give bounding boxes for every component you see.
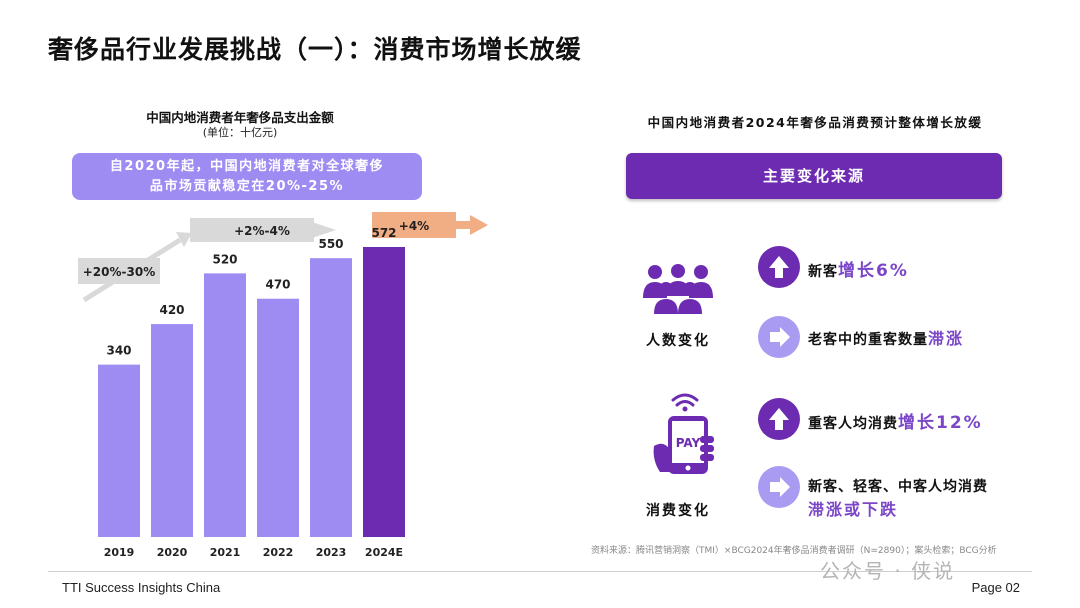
- chart-title: 中国内地消费者年奢侈品支出金额: [146, 110, 334, 125]
- bar-2021: [204, 273, 246, 537]
- growth-arrow-1: +20%-30%: [78, 232, 192, 303]
- bar-2024E: [363, 247, 405, 537]
- value-label-2024E: 572: [371, 226, 396, 240]
- bar-2019: [98, 364, 140, 537]
- pay-text: PAY: [676, 436, 701, 450]
- category-label-2024E: 2024E: [365, 546, 403, 559]
- growth-label-2: +2%-4%: [234, 224, 290, 238]
- value-label-2019: 340: [106, 344, 131, 358]
- category-label-2019: 2019: [104, 546, 135, 559]
- people-group-icon: [640, 262, 716, 320]
- growth-arrow-2: +2%-4%: [190, 218, 336, 242]
- change-source-banner: 主要变化来源: [626, 153, 1002, 199]
- callout-box: 自2020年起，中国内地消费者对全球奢侈 品市场贡献稳定在20%-25%: [72, 153, 422, 200]
- spend-item-2: 新客、轻客、中客人均消费 滞涨或下跌: [808, 479, 988, 519]
- spend-item-1-highlight: 增长12%: [898, 413, 983, 433]
- people-item-2-highlight: 滞涨: [928, 329, 965, 348]
- footer-company: TTI Success Insights China: [62, 580, 221, 595]
- bar-2023: [310, 258, 352, 537]
- callout-line-1: 自2020年起，中国内地消费者对全球奢侈: [109, 159, 385, 174]
- growth-label-3: +4%: [399, 219, 429, 233]
- growth-label-1: +20%-30%: [83, 265, 155, 279]
- right-title: 中国内地消费者2024年奢侈品消费预计整体增长放缓: [647, 115, 983, 130]
- people-item-1-highlight: 增长6%: [838, 261, 909, 281]
- spend-item-1: 重客人均消费增长12%: [808, 413, 983, 433]
- arrow-up-icon: [758, 246, 800, 288]
- category-label-2023: 2023: [316, 546, 347, 559]
- arrow-right-icon: [758, 316, 800, 358]
- people-change-label: 人数变化: [646, 333, 710, 349]
- page-number: Page 02: [971, 580, 1020, 595]
- category-label-2020: 2020: [157, 546, 188, 559]
- source-note: 资料来源：腾讯营销洞察（TMI）×BCG2024年奢侈品消费者调研（N=2890…: [591, 546, 997, 556]
- arrow-right-icon: [758, 466, 800, 508]
- value-label-2021: 520: [212, 252, 237, 266]
- bar-chart: +20%-30% +2%-4% +4% 340 2019 420 2020 520 202…: [78, 212, 488, 559]
- watermark: 公众号 · 侠说: [820, 559, 956, 583]
- value-label-2022: 470: [265, 278, 290, 292]
- spend-item-2-highlight: 滞涨或下跌: [808, 500, 899, 519]
- people-item-1: 新客增长6%: [808, 261, 909, 281]
- growth-arrow-3: +4%: [372, 212, 488, 238]
- chart-unit: (单位：十亿元): [202, 126, 278, 139]
- bar-2020: [151, 324, 193, 537]
- callout-line-2: 品市场贡献稳定在20%-25%: [149, 179, 345, 194]
- category-label-2022: 2022: [263, 546, 294, 559]
- people-item-2: 老客中的重客数量滞涨: [808, 329, 965, 348]
- spend-change-label: 消费变化: [646, 503, 710, 519]
- page-title: 奢侈品行业发展挑战（一）：消费市场增长放缓: [48, 35, 582, 64]
- value-label-2020: 420: [159, 303, 184, 317]
- category-label-2021: 2021: [210, 546, 241, 559]
- value-label-2023: 550: [318, 237, 343, 251]
- phone-pay-icon: PAY: [650, 388, 720, 484]
- bar-2022: [257, 298, 299, 537]
- arrow-up-icon: [758, 398, 800, 440]
- footer-divider: [48, 571, 1032, 572]
